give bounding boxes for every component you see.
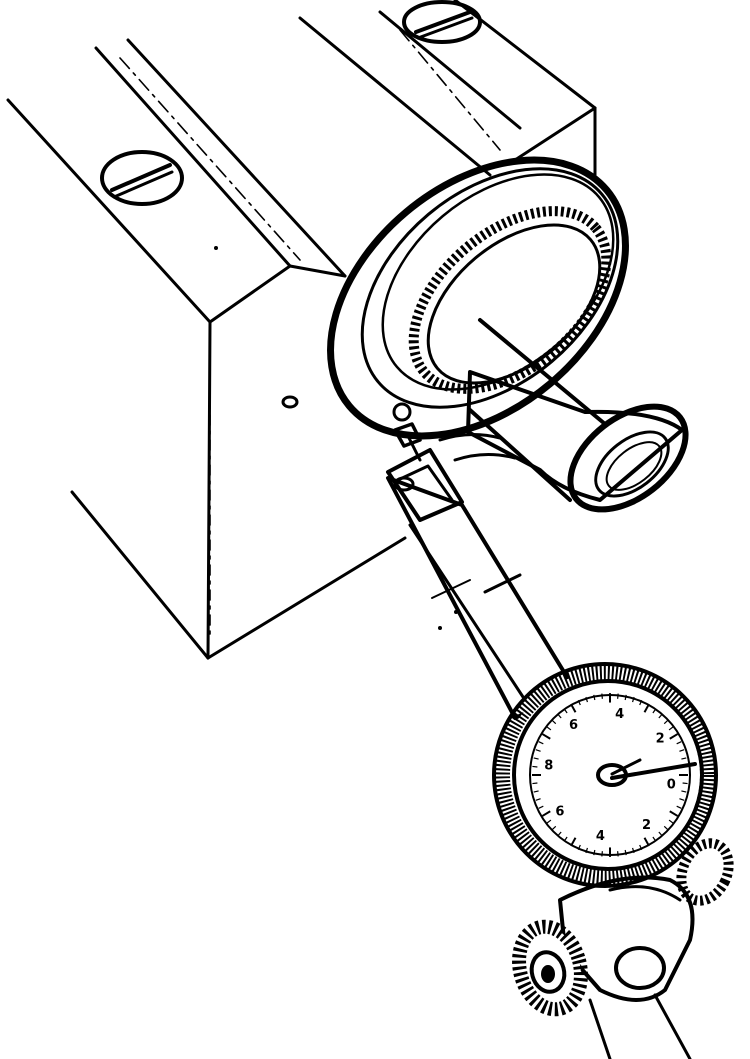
dial-tick bbox=[658, 713, 663, 719]
dial-tick bbox=[639, 699, 643, 706]
dial-numeral: 6 bbox=[555, 804, 564, 819]
dial-tick bbox=[601, 851, 603, 857]
dial-tick bbox=[617, 851, 619, 857]
dial-tick bbox=[681, 790, 687, 793]
dial-tick bbox=[682, 782, 688, 785]
dial-tick bbox=[557, 713, 562, 719]
dial-tick bbox=[533, 757, 539, 760]
dial-numeral: 2 bbox=[656, 732, 665, 747]
dial-tick bbox=[668, 819, 674, 824]
dial-tick bbox=[663, 825, 669, 831]
dial-numeral: 4 bbox=[596, 829, 605, 844]
shaft bbox=[438, 318, 689, 513]
dial-numerals: 6 4 2 0 2 4 6 8 bbox=[544, 707, 676, 844]
dial-numeral: 4 bbox=[615, 707, 624, 722]
dial-numeral: 6 bbox=[569, 718, 578, 733]
dial-tick bbox=[669, 810, 679, 817]
dial-tick bbox=[551, 825, 557, 831]
dial-tick bbox=[652, 836, 657, 842]
indicator-holder-clamp bbox=[512, 838, 734, 1059]
bearing-collar bbox=[327, 156, 629, 440]
slotted-screw-left bbox=[100, 150, 184, 206]
dial-numeral: 2 bbox=[642, 818, 651, 833]
dial-tick bbox=[639, 844, 643, 851]
dial-tick bbox=[631, 847, 635, 854]
dial-tick bbox=[593, 694, 596, 701]
dial-tick bbox=[668, 726, 674, 731]
dial-tick bbox=[631, 696, 635, 703]
dial-tick bbox=[681, 757, 687, 760]
dial-tick bbox=[676, 805, 682, 809]
dial-numeral: 8 bbox=[544, 758, 553, 773]
dial-tick bbox=[570, 703, 577, 713]
mounting-block bbox=[6, 0, 597, 660]
dial-tick bbox=[546, 819, 552, 824]
dial-tick bbox=[551, 719, 557, 725]
dial-tick bbox=[570, 837, 577, 847]
dial-tick bbox=[601, 693, 603, 699]
dial-tick bbox=[676, 741, 682, 745]
dial-tick bbox=[535, 749, 541, 752]
dial-tick bbox=[557, 831, 562, 837]
dial-tick bbox=[538, 741, 544, 745]
dial-tick bbox=[617, 693, 619, 699]
dial-tick bbox=[546, 726, 552, 731]
indicator-arm bbox=[386, 422, 577, 720]
dial-tick bbox=[643, 703, 650, 713]
dial-tick bbox=[533, 790, 539, 793]
dial-tick bbox=[679, 798, 685, 801]
dial-tick bbox=[652, 708, 657, 714]
dial-tick bbox=[585, 847, 589, 854]
dial-tick bbox=[577, 844, 581, 851]
dial-tick bbox=[563, 708, 568, 714]
dial-tick bbox=[669, 733, 679, 740]
dial-indicator: 6 4 2 0 2 4 6 8 bbox=[492, 662, 718, 888]
dial-tick bbox=[658, 831, 663, 837]
dial-tick bbox=[679, 749, 685, 752]
dial-tick bbox=[643, 837, 650, 847]
dial-tick bbox=[538, 805, 544, 809]
dial-numeral: 0 bbox=[667, 778, 676, 793]
dial-tick bbox=[532, 782, 538, 785]
dial-tick bbox=[593, 849, 596, 856]
dial-tick bbox=[535, 798, 541, 801]
dial-tick bbox=[541, 810, 551, 817]
dial-tick bbox=[624, 849, 627, 856]
dial-tick bbox=[577, 699, 581, 706]
dial-needle bbox=[610, 762, 697, 780]
dial-tick bbox=[532, 765, 538, 768]
dial-tick bbox=[585, 696, 589, 703]
dial-tick bbox=[541, 733, 551, 740]
dial-scale-ticks bbox=[532, 693, 688, 857]
dial-tick bbox=[563, 836, 568, 842]
dial-tick bbox=[663, 719, 669, 725]
slotted-screw-right bbox=[402, 0, 482, 44]
dial-tick bbox=[624, 694, 627, 701]
